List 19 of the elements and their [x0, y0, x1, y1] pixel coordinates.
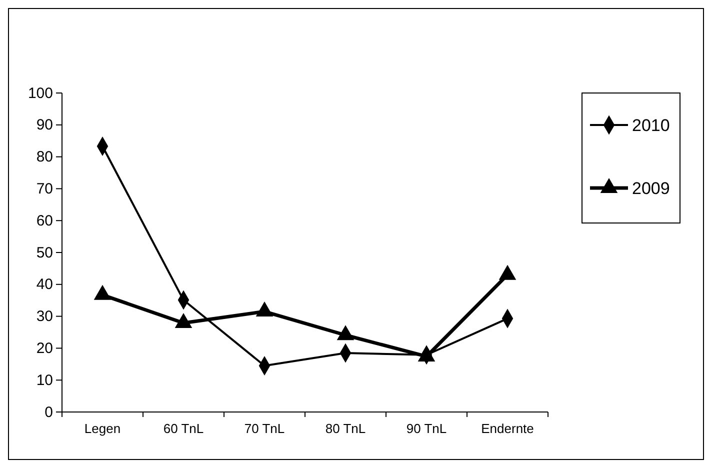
legend-label: 2009	[632, 179, 670, 198]
x-tick-label: Endernte	[481, 421, 534, 436]
y-tick-label: 50	[36, 244, 53, 262]
y-tick-label: 0	[44, 404, 53, 421]
x-tick-label: Legen	[84, 421, 121, 436]
x-tick-label: 80 TnL	[325, 421, 366, 436]
y-tick-label: 10	[36, 372, 53, 389]
y-tick-label: 40	[36, 276, 53, 294]
x-tick-label: 70 TnL	[244, 421, 285, 436]
x-tick-label: 90 TnL	[406, 421, 447, 436]
y-tick-label: 70	[36, 180, 53, 198]
y-tick-label: 100	[28, 84, 53, 102]
y-tick-label: 60	[36, 212, 53, 230]
y-tick-label: 90	[36, 116, 53, 134]
y-tick-label: 20	[36, 340, 53, 357]
y-tick-label: 80	[36, 148, 53, 166]
legend-label: 2010	[632, 116, 670, 135]
y-tick-label: 30	[36, 308, 53, 326]
x-tick-label: 60 TnL	[163, 421, 204, 436]
